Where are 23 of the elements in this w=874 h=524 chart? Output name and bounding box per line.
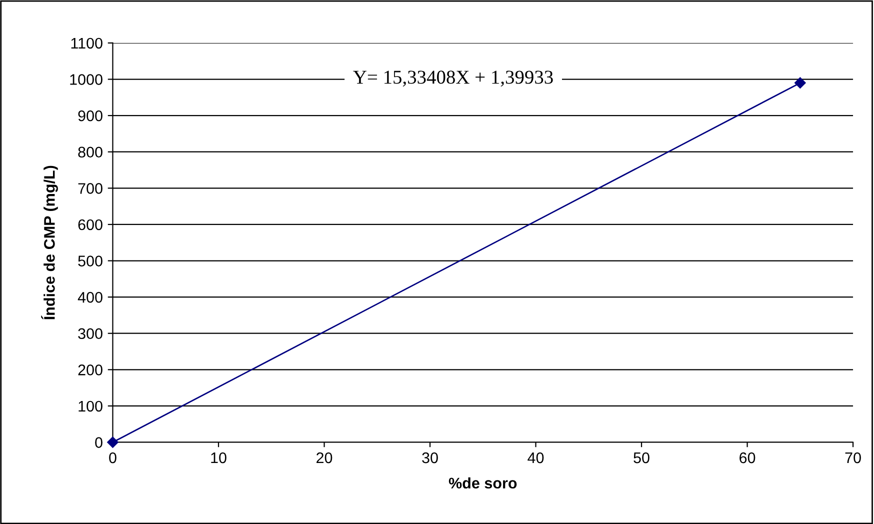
annotation: Y= 15,33408X + 1,39933 bbox=[353, 70, 553, 87]
y-tick-label: 900 bbox=[78, 110, 102, 122]
y-tick-label: 1100 bbox=[71, 38, 102, 49]
x-tick-label: 40 bbox=[528, 452, 544, 464]
x-axis-title: %de soro bbox=[448, 477, 517, 489]
x-tick-label: 30 bbox=[422, 452, 438, 464]
x-tick-label: 10 bbox=[211, 452, 226, 464]
x-tick-label: 60 bbox=[740, 452, 756, 464]
x-tick-label: 0 bbox=[109, 452, 116, 464]
y-tick-label: 1000 bbox=[70, 74, 102, 85]
y-axis-title: Índice de CMP (mg/L) bbox=[41, 166, 58, 320]
y-tick-label: 400 bbox=[78, 292, 102, 303]
x-tick-label: 20 bbox=[316, 452, 332, 464]
y-tick-label: 300 bbox=[78, 328, 102, 340]
y-tick-label: 700 bbox=[78, 183, 102, 194]
x-tick-label: 70 bbox=[845, 452, 861, 464]
y-tick-label: 600 bbox=[78, 219, 102, 230]
x-tick-label: 50 bbox=[634, 452, 650, 464]
y-tick-label: 800 bbox=[78, 146, 102, 158]
y-tick-label: 500 bbox=[78, 256, 102, 266]
y-tick-label: 100 bbox=[78, 400, 102, 412]
y-tick-label: 0 bbox=[95, 437, 102, 448]
y-tick-label: 200 bbox=[78, 364, 102, 376]
